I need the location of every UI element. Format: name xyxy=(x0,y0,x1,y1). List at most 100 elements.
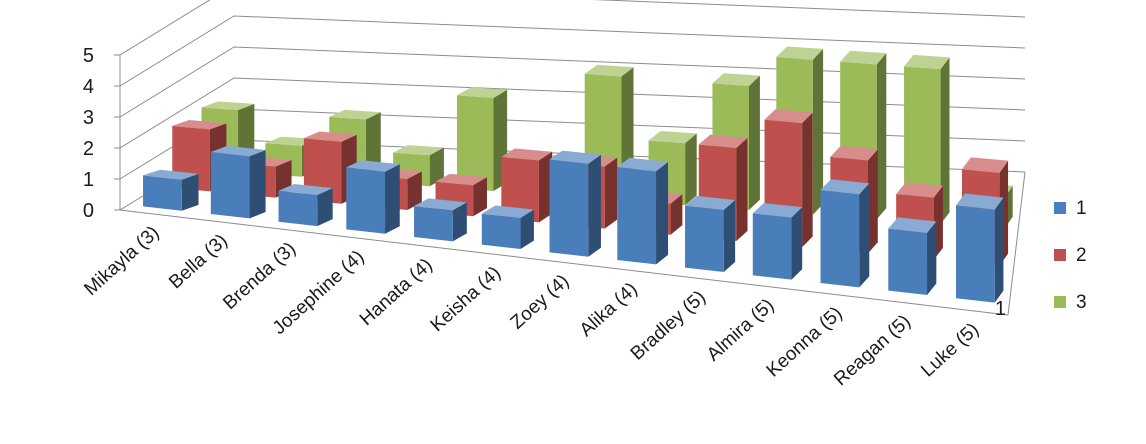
bar-top xyxy=(820,179,870,195)
y-tick-label: 4 xyxy=(83,76,94,98)
y-tick-label: 0 xyxy=(83,200,94,222)
bar-top xyxy=(501,148,553,161)
x-tick-label: Alika (4) xyxy=(576,279,642,341)
x-tick-label: Bella (3) xyxy=(165,230,232,293)
bar-side xyxy=(867,149,878,254)
y-tick-label: 1 xyxy=(83,169,94,191)
bar xyxy=(346,160,400,234)
bar-top xyxy=(896,182,943,198)
depth-axis-line xyxy=(1007,171,1026,316)
bar-top xyxy=(481,205,534,219)
bar-top xyxy=(210,145,266,157)
axes xyxy=(119,55,1026,316)
bar-side xyxy=(994,197,1004,303)
bar-side xyxy=(723,200,736,273)
bar-front xyxy=(956,205,995,303)
bar-top xyxy=(172,120,227,130)
bar-front xyxy=(346,167,386,234)
bar xyxy=(210,145,266,219)
bar-top xyxy=(840,50,887,65)
gridline xyxy=(119,46,1026,118)
bar-side xyxy=(656,161,669,265)
bar-side xyxy=(670,194,683,235)
bar-side xyxy=(588,154,601,257)
bar-front xyxy=(414,206,453,242)
y-tick-labels: 0 1 2 3 4 5 xyxy=(83,45,120,222)
bar-top xyxy=(698,134,748,148)
y-tick-label: 2 xyxy=(83,138,94,160)
bar-side xyxy=(940,57,950,225)
bar-top xyxy=(456,87,508,99)
bar xyxy=(278,184,333,227)
legend-label: 2 xyxy=(1076,245,1087,266)
bar-side xyxy=(520,209,534,250)
bar-side xyxy=(685,133,697,206)
bar xyxy=(752,203,803,280)
bar-top xyxy=(435,173,487,186)
legend: 1 2 3 xyxy=(1054,198,1087,313)
bar-top xyxy=(584,64,634,77)
bar-top xyxy=(776,46,824,60)
x-tick-label: Hanata (4) xyxy=(356,254,437,330)
bar-top xyxy=(549,150,601,164)
bar-top xyxy=(956,193,1004,210)
bar-top xyxy=(888,217,937,233)
bar-side xyxy=(859,183,870,288)
legend-label: 3 xyxy=(1076,292,1087,313)
gridline xyxy=(119,0,1026,56)
bar-side xyxy=(736,137,748,241)
bar-side xyxy=(452,202,467,242)
x-axis-line xyxy=(119,209,1009,316)
bar-side xyxy=(181,173,199,211)
depth-axis: 1 xyxy=(995,298,1006,320)
bar xyxy=(414,198,467,242)
x-tick-label: Almira (5) xyxy=(703,295,778,366)
x-tick-label: Keisha (4) xyxy=(427,263,505,337)
bar xyxy=(888,217,937,295)
x-tick-label: Reagan (5) xyxy=(830,311,915,390)
legend-swatch xyxy=(1054,202,1066,214)
bar-top xyxy=(904,54,950,70)
bar-front xyxy=(481,213,521,250)
x-tick-label: Mikayla (3) xyxy=(80,222,163,300)
bar-top xyxy=(143,169,199,180)
bar-side xyxy=(385,164,400,234)
bar-front xyxy=(685,205,724,273)
bar-top xyxy=(329,109,381,120)
x-tick-label: Zoey (4) xyxy=(507,271,574,334)
bar xyxy=(456,87,508,192)
bar-top xyxy=(278,184,333,196)
bar-top xyxy=(617,157,669,172)
bar-top xyxy=(648,131,697,144)
x-tick-label: Brenda (3) xyxy=(219,238,300,314)
x-tick-label: Luke (5) xyxy=(917,319,983,381)
bar-top xyxy=(752,203,803,218)
bar xyxy=(549,150,601,257)
bar-top xyxy=(201,101,255,111)
bar-side xyxy=(791,207,803,280)
bar-front xyxy=(820,189,860,288)
bar xyxy=(956,193,1004,303)
bar-front xyxy=(617,166,657,265)
bar-side xyxy=(249,149,266,219)
bar-side xyxy=(407,171,422,211)
bar-top xyxy=(393,145,444,156)
bar-side xyxy=(473,177,487,217)
x-tick-label: Keonna (5) xyxy=(763,303,847,382)
bar xyxy=(685,195,736,273)
bar xyxy=(143,169,199,211)
legend-swatch xyxy=(1054,296,1066,308)
bar-side xyxy=(812,48,824,215)
bar-side xyxy=(538,151,553,223)
bar-side xyxy=(317,188,333,227)
bars xyxy=(143,46,1013,303)
bar-side xyxy=(429,147,444,187)
bar-top xyxy=(303,131,357,142)
bar-front xyxy=(456,95,494,192)
y-tick-label: 3 xyxy=(83,107,94,129)
bar-side xyxy=(604,157,618,229)
bar-top xyxy=(712,73,760,86)
bar-front xyxy=(143,175,182,211)
gridlines xyxy=(119,0,1026,211)
